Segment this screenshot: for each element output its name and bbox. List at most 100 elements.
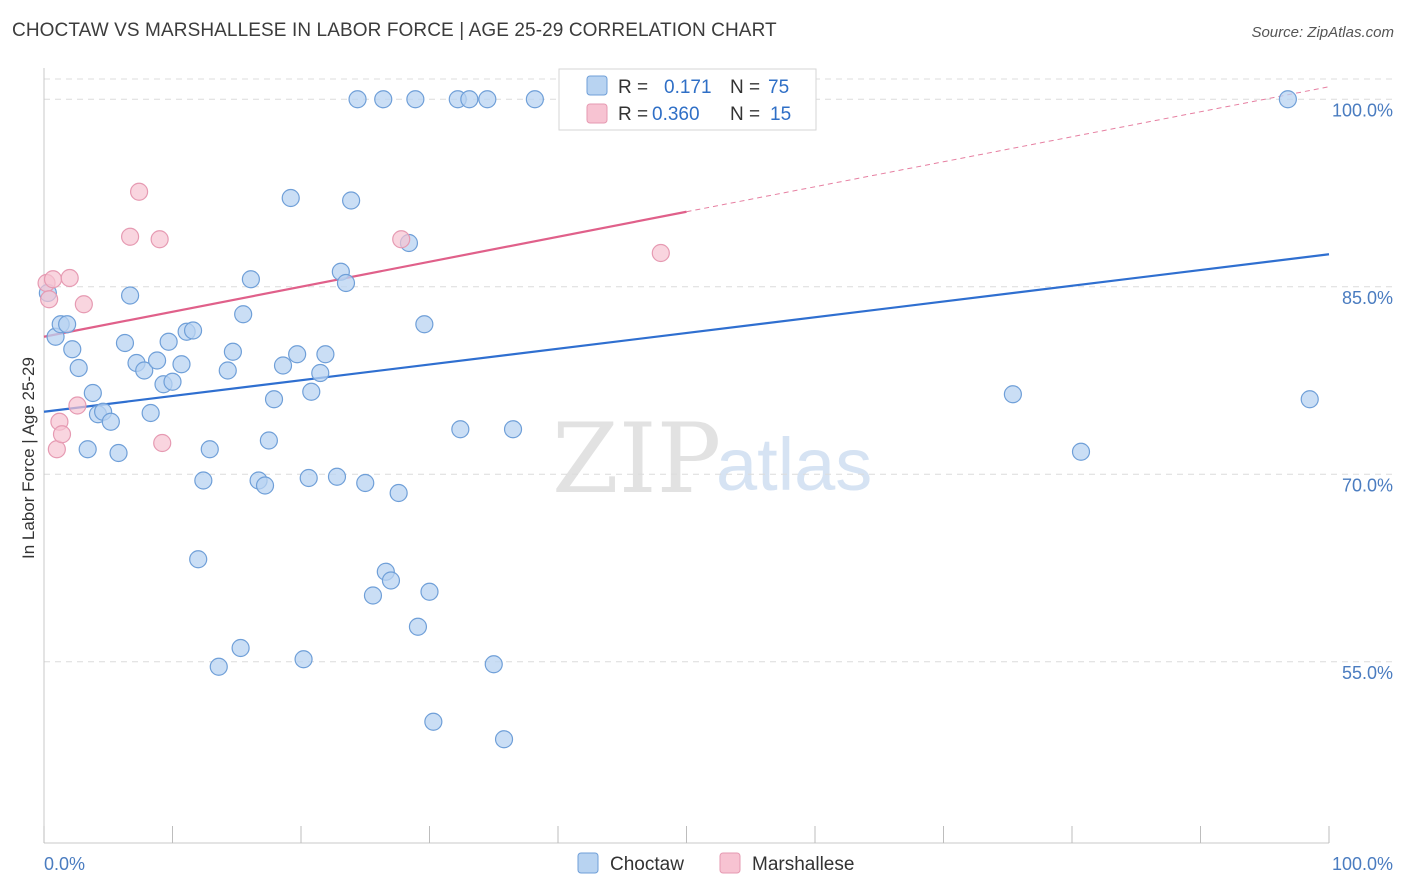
choctaw-point — [78, 440, 97, 459]
choctaw-point — [83, 383, 102, 403]
choctaw-point — [159, 332, 178, 351]
choctaw-trend-line — [43, 253, 1330, 413]
watermark-zip: ZIP — [552, 403, 721, 515]
choctaw-point — [389, 483, 408, 503]
grid-lines — [44, 78, 1392, 663]
choctaw-point — [302, 382, 321, 401]
choctaw-point — [408, 617, 428, 636]
choctaw-point — [147, 351, 167, 370]
x-tick-label-min: 0.0% — [44, 854, 85, 874]
series-legend: Choctaw Marshallese — [577, 852, 854, 875]
choctaw-point — [172, 355, 191, 374]
choctaw-point — [141, 403, 160, 423]
choctaw-point — [135, 361, 154, 380]
choctaw-point — [381, 571, 401, 590]
choctaw-point — [311, 363, 330, 383]
choctaw-point — [415, 315, 434, 334]
marshallese-r-label: R = — [618, 104, 648, 125]
legend-marshallese-label: Marshallese — [752, 854, 854, 875]
choctaw-point — [299, 468, 318, 488]
y-tick-label-85: 85.0% — [1342, 288, 1393, 308]
choctaw-point — [342, 191, 361, 210]
choctaw-point — [241, 270, 260, 289]
choctaw-point — [1278, 90, 1297, 109]
choctaw-point — [255, 476, 275, 495]
choctaw-point — [101, 412, 120, 431]
marshallese-point — [52, 425, 72, 444]
y-axis-label: In Labor Force | Age 25-29 — [19, 357, 38, 559]
x-tick-label-max: 100.0% — [1332, 854, 1393, 874]
marshallese-n-label: N = — [730, 104, 760, 125]
trend-lines — [43, 86, 1330, 413]
marshallese-point — [392, 230, 411, 249]
choctaw-point — [484, 655, 503, 674]
choctaw-point — [281, 188, 300, 208]
legend-marshallese-swatch — [719, 852, 741, 874]
choctaw-point — [234, 305, 253, 324]
y-tick-label-100: 100.0% — [1332, 100, 1393, 120]
choctaw-point — [1071, 442, 1091, 461]
choctaw-point — [363, 586, 383, 605]
choctaw-point — [183, 321, 203, 340]
choctaw-point — [63, 340, 82, 359]
choctaw-n-value: 75 — [768, 77, 789, 98]
choctaw-point — [327, 467, 347, 486]
choctaw-point — [120, 286, 140, 305]
choctaw-point — [115, 333, 135, 353]
choctaw-point — [356, 473, 375, 493]
choctaw-point — [163, 372, 182, 391]
choctaw-point — [348, 90, 367, 109]
marshallese-swatch — [586, 103, 608, 124]
legend-choctaw-label: Choctaw — [610, 854, 684, 875]
choctaw-point — [231, 638, 250, 658]
choctaw-point — [294, 650, 313, 669]
marshallese-point — [40, 290, 59, 309]
choctaw-point — [1003, 385, 1022, 404]
choctaw-point — [451, 420, 470, 439]
choctaw-point — [189, 550, 208, 569]
choctaw-swatch — [586, 75, 608, 96]
choctaw-r-value: 0.171 — [664, 77, 712, 98]
choctaw-point — [420, 582, 439, 601]
choctaw-point — [478, 90, 497, 109]
marshallese-point — [68, 396, 87, 415]
watermark-atlas: atlas — [716, 423, 872, 506]
marshallese-r-value: 0.360 — [652, 104, 700, 125]
marshallese-trend-line — [43, 210, 687, 338]
marshallese-point — [651, 243, 670, 263]
choctaw-point — [273, 356, 293, 375]
marshallese-point — [60, 268, 79, 288]
y-tick-label-70: 70.0% — [1342, 475, 1393, 495]
marshallese-point — [129, 182, 149, 201]
choctaw-r-label: R = — [618, 77, 648, 98]
choctaw-point — [69, 358, 88, 378]
choctaw-point — [336, 273, 356, 293]
marshallese-point — [153, 433, 172, 453]
choctaw-point — [503, 420, 523, 439]
choctaw-point — [109, 443, 128, 463]
chart-title: CHOCTAW VS MARSHALLESE IN LABOR FORCE | … — [12, 20, 777, 41]
choctaw-point — [58, 315, 77, 334]
legend-choctaw-swatch — [577, 852, 599, 874]
axes — [43, 68, 1330, 844]
choctaw-point — [525, 90, 544, 109]
marshallese-n-value: 15 — [770, 104, 791, 125]
choctaw-point — [264, 390, 284, 409]
choctaw-point — [424, 712, 443, 731]
data-points — [37, 90, 1319, 749]
marshallese-point — [43, 270, 63, 289]
choctaw-point — [460, 90, 479, 109]
choctaw-n-label: N = — [730, 77, 760, 98]
choctaw-point — [1300, 390, 1319, 409]
marshallese-point — [150, 230, 169, 249]
choctaw-point — [200, 440, 219, 459]
choctaw-point — [194, 471, 213, 490]
y-tick-label-55: 55.0% — [1342, 663, 1393, 683]
choctaw-point — [374, 90, 393, 109]
choctaw-point — [209, 657, 228, 676]
choctaw-point — [316, 345, 335, 364]
source-credit: Source: ZipAtlas.com — [1251, 24, 1394, 41]
marshallese-trend-extension — [686, 86, 1330, 213]
marshallese-point — [74, 295, 93, 314]
